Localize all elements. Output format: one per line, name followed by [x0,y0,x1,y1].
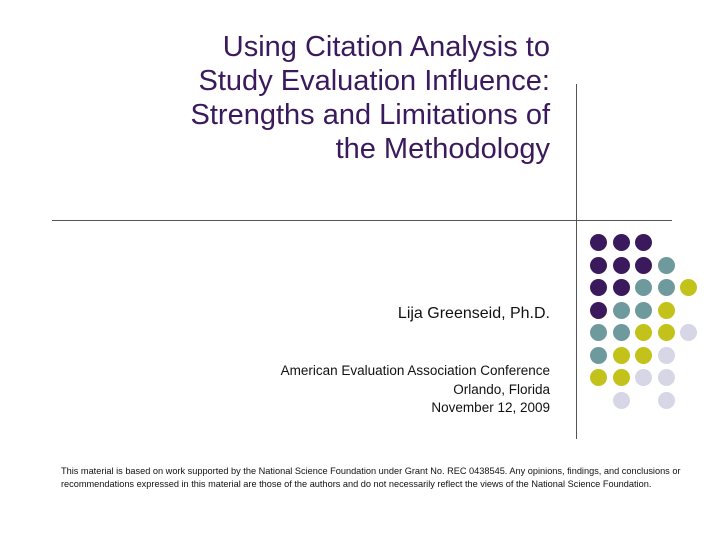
vertical-divider [576,84,577,439]
decorative-dot [680,324,697,341]
slide-title: Using Citation Analysis to Study Evaluat… [30,30,550,166]
decorative-dot [590,369,607,386]
decorative-dot [635,301,652,319]
decorative-dot [612,369,630,386]
decorative-dot [657,256,675,274]
decorative-dot [590,234,607,251]
decorative-dot [657,279,675,296]
decorative-dot [612,391,630,409]
conference-location: Orlando, Florida [453,381,550,397]
decorative-dot [657,301,675,319]
decorative-dot [680,279,697,296]
decorative-dot [590,346,607,364]
decorative-dot [657,391,675,409]
decorative-dot [635,369,652,386]
decorative-dot [590,324,607,341]
author-name: Lija Greenseid, Ph.D. [397,305,550,322]
decorative-dot [612,279,630,296]
decorative-dot [612,324,630,341]
decorative-dot [612,301,630,319]
decorative-dot [635,279,652,296]
decorative-dot [657,369,675,386]
decorative-dot [612,346,630,364]
title-line: Strengths and Limitations of [190,99,550,131]
decorative-dot [635,234,652,251]
decorative-dot [657,324,675,341]
funding-disclaimer: This material is based on work supported… [61,466,681,489]
decorative-dot [657,346,675,364]
decorative-dot [635,346,652,364]
decorative-dot [635,256,652,274]
title-line: Study Evaluation Influence: [198,65,550,97]
decorative-dot [635,324,652,341]
decorative-dot [590,256,607,274]
title-line: the Methodology [335,133,550,165]
decorative-dot [612,256,630,274]
decorative-dot [612,234,630,251]
horizontal-divider [52,220,672,221]
conference-name: American Evaluation Association Conferen… [280,363,550,378]
conference-date: November 12, 2009 [431,400,550,415]
conference-info: American Evaluation Association Conferen… [130,362,550,418]
decorative-dot [590,279,607,296]
title-line: Using Citation Analysis to [222,31,550,63]
decorative-dot [590,301,607,319]
